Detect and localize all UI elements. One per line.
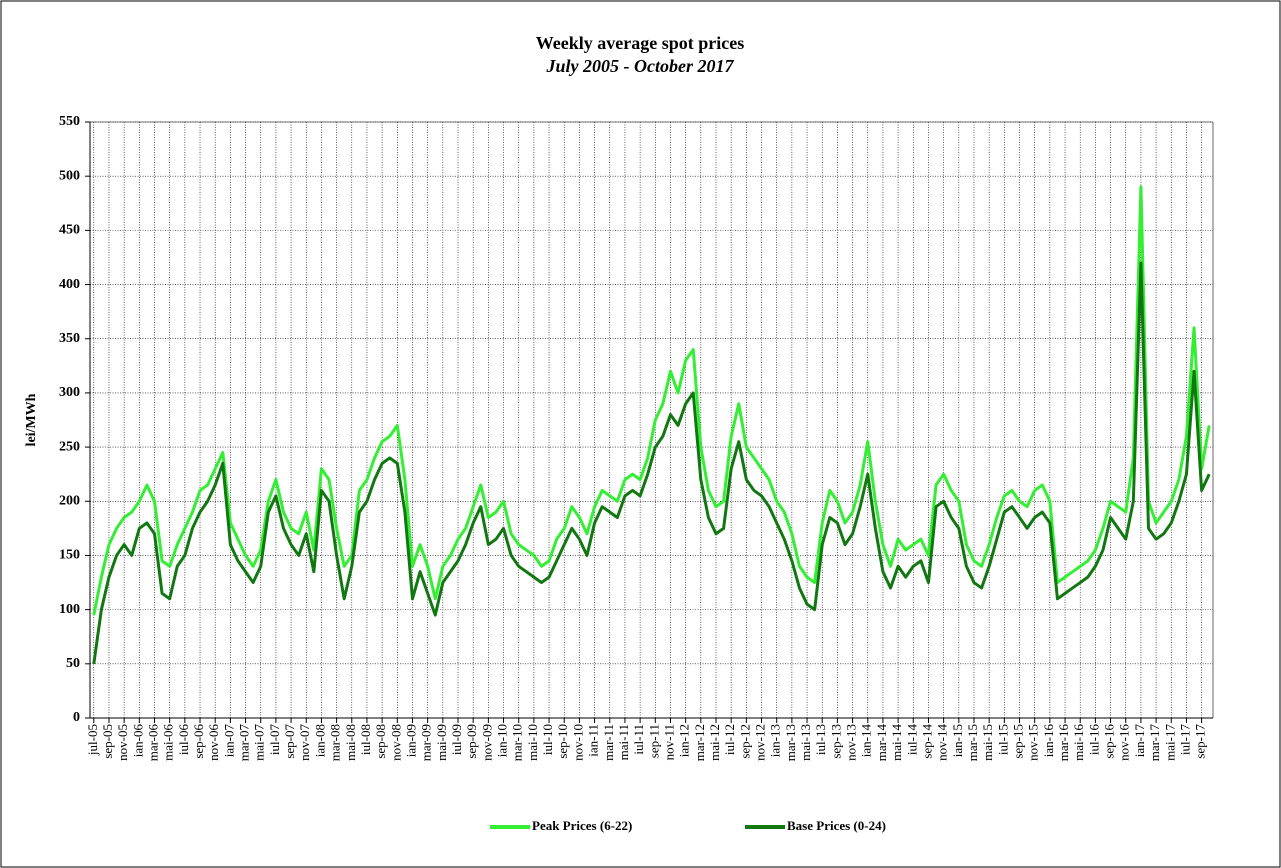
x-tick-label: sep-13 [828, 724, 843, 759]
x-tick-label: sep-15 [1010, 724, 1025, 759]
x-tick-label: iul-17 [1177, 724, 1192, 756]
x-tick-label: iul-10 [540, 724, 555, 755]
x-tick-label: ian-14 [859, 724, 874, 758]
y-tick-label: 50 [66, 656, 80, 671]
y-axis-label: lei/MWh [24, 393, 39, 446]
x-tick-label: nov-16 [1117, 724, 1132, 761]
line-series [92, 185, 1211, 616]
x-tick-label: ian-16 [1041, 724, 1056, 758]
x-tick-label: ian-13 [768, 724, 783, 757]
x-tick-label: nov-05 [115, 724, 130, 761]
plot-area [90, 122, 1213, 718]
y-tick-label: 250 [59, 439, 80, 454]
y-tick-label: 100 [59, 602, 80, 617]
x-tick-label: mar-15 [965, 724, 980, 761]
x-tick-label: iul-08 [358, 724, 373, 755]
chart-subtitle: July 2005 - October 2017 [546, 56, 735, 76]
x-tick-label: nov-11 [661, 724, 676, 760]
x-tick-label: sep-07 [282, 724, 297, 759]
x-tick-label: mar-12 [692, 724, 707, 761]
y-tick-label: 300 [59, 385, 80, 400]
x-tick-label: iul-07 [267, 724, 282, 756]
x-tick-label: ian-07 [221, 724, 236, 758]
x-tick-label: ian-11 [586, 724, 601, 757]
x-tick-label: sep-12 [737, 724, 752, 759]
x-tick-label: mar-09 [419, 724, 434, 761]
x-tick-label: nov-15 [1026, 724, 1041, 761]
x-tick-label: sep-10 [555, 724, 570, 759]
x-tick-label: mai-07 [252, 724, 267, 761]
x-tick-label: nov-09 [479, 724, 494, 761]
x-tick-label: sep-17 [1193, 724, 1208, 759]
x-tick-label: sep-11 [646, 724, 661, 758]
legend-label: Peak Prices (6-22) [532, 818, 632, 833]
x-tick-label: mar-13 [783, 724, 798, 761]
x-tick-label: nov-06 [206, 724, 221, 761]
x-tick-label: sep-09 [464, 724, 479, 759]
y-tick-label: 350 [59, 331, 80, 346]
x-tick-label: ian-17 [1132, 724, 1147, 758]
x-tick-label: mai-08 [343, 724, 358, 761]
x-tick-label: mar-17 [1147, 724, 1162, 762]
y-tick-label: 150 [59, 548, 80, 563]
x-tick-label: nov-10 [570, 724, 585, 761]
y-tick-label: 450 [59, 223, 80, 238]
x-tick-label: mar-06 [145, 724, 160, 762]
x-tick-label: ian-12 [677, 724, 692, 757]
x-tick-label: mar-14 [874, 724, 889, 762]
x-tick-label: iul-14 [904, 724, 919, 756]
x-tick-label: nov-14 [935, 724, 950, 761]
x-tick-label: mai-12 [707, 724, 722, 761]
x-tick-label: mai-13 [798, 724, 813, 761]
x-tick-label: ian-09 [403, 724, 418, 757]
x-tick-label: mar-07 [237, 724, 252, 762]
y-tick-label: 550 [59, 114, 80, 129]
x-tick-label: mai-14 [889, 724, 904, 761]
chart-title: Weekly average spot prices [536, 33, 744, 53]
x-tick-label: iul-06 [176, 724, 191, 756]
x-tick-label: iul-11 [631, 724, 646, 755]
x-tick-label: nov-13 [844, 724, 859, 761]
x-tick-label: sep-06 [191, 724, 206, 759]
legend-label: Base Prices (0-24) [787, 818, 886, 833]
x-tick-label: ian-08 [312, 724, 327, 757]
x-tick-label: iul-12 [722, 724, 737, 755]
x-tick-label: sep-14 [919, 724, 934, 759]
x-tick-label: iul-15 [995, 724, 1010, 755]
x-tick-label: mai-15 [980, 724, 995, 761]
x-tick-label: nov-08 [388, 724, 403, 761]
x-tick-label: mai-06 [161, 724, 176, 761]
x-tick-label: mar-11 [601, 724, 616, 761]
x-tick-label: sep-05 [100, 724, 115, 759]
x-tick-label: sep-08 [373, 724, 388, 759]
x-tick-label: mai-17 [1162, 724, 1177, 761]
y-tick-label: 400 [59, 277, 80, 292]
x-tick-label: ian-15 [950, 724, 965, 757]
line-series [92, 261, 1211, 665]
x-tick-label: iul-16 [1086, 724, 1101, 756]
x-tick-label: ian-10 [495, 724, 510, 757]
x-tick-label: jul-05 [85, 724, 100, 756]
x-tick-label: mar-10 [510, 724, 525, 761]
y-tick-label: 200 [59, 493, 80, 508]
y-tick-label: 500 [59, 168, 80, 183]
x-tick-label: sep-16 [1102, 724, 1117, 759]
x-tick-label: ian-06 [130, 724, 145, 758]
x-tick-label: mai-16 [1071, 724, 1086, 761]
x-tick-label: mai-09 [434, 724, 449, 761]
x-tick-label: mar-08 [328, 724, 343, 761]
x-tick-label: iul-09 [449, 724, 464, 755]
x-tick-label: mai-11 [616, 724, 631, 760]
x-tick-label: mai-10 [525, 724, 540, 761]
x-tick-label: mar-16 [1056, 724, 1071, 762]
x-tick-label: nov-12 [753, 724, 768, 761]
y-tick-label: 0 [73, 710, 80, 725]
x-tick-label: nov-07 [297, 724, 312, 761]
x-tick-label: iul-13 [813, 724, 828, 755]
